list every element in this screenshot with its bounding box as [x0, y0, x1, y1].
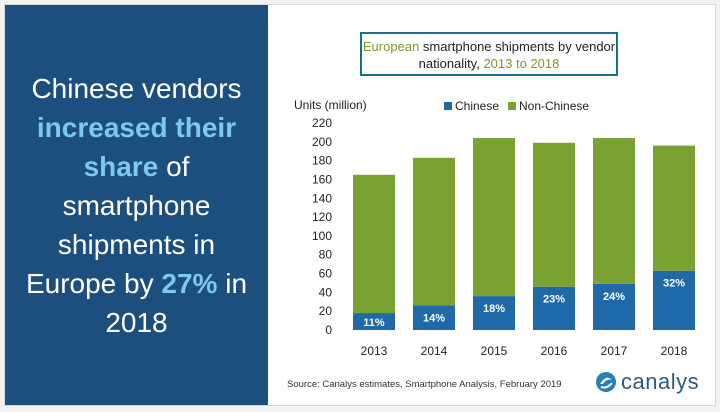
- y-tick-label: 180: [312, 154, 332, 168]
- bar-chinese: [533, 286, 575, 330]
- bar-non-chinese: [593, 138, 635, 284]
- bar-share-label: 32%: [663, 278, 685, 290]
- canalys-logo: canalys: [595, 369, 699, 395]
- bar-non-chinese: [473, 138, 515, 297]
- headline: Chinese vendors increased their share of…: [6, 69, 268, 342]
- bar-share-label: 23%: [543, 294, 565, 306]
- y-tick-label: 60: [319, 267, 333, 281]
- bar-chinese: [473, 296, 515, 330]
- bar-non-chinese: [353, 174, 395, 314]
- x-tick-label: 2017: [601, 344, 628, 358]
- y-axis-label: Units (million): [294, 98, 367, 112]
- y-tick-label: 20: [319, 304, 333, 318]
- canalys-logo-icon: [596, 372, 616, 392]
- source-note: Source: Canalys estimates, Smartphone An…: [287, 379, 562, 390]
- y-tick-label: 80: [319, 248, 333, 262]
- bar-share-label: 18%: [483, 303, 505, 315]
- legend-label: Non-Chinese: [519, 99, 589, 113]
- y-tick-label: 0: [325, 323, 332, 337]
- x-tick-label: 2016: [541, 344, 568, 358]
- x-tick-label: 2018: [661, 344, 688, 358]
- chart-title-part2: smartphone shipments by vendor nationali…: [418, 39, 616, 71]
- y-tick-label: 40: [319, 285, 333, 299]
- chart-title: European smartphone shipments by vendor …: [360, 32, 618, 76]
- headline-highlight1: increased their share: [36, 111, 237, 182]
- y-tick-label: 160: [312, 172, 332, 186]
- bar-chinese: [653, 270, 695, 330]
- chart-title-part1: European: [362, 39, 420, 54]
- bar-non-chinese: [413, 157, 455, 306]
- headline-part2: of smartphone shipments in Europe by: [25, 150, 216, 299]
- bar-share-label: 14%: [423, 313, 445, 325]
- x-tick-label: 2014: [421, 344, 448, 358]
- x-tick-label: 2015: [481, 344, 508, 358]
- headline-highlight2: 27%: [161, 267, 218, 299]
- bar-chinese: [413, 305, 455, 330]
- y-tick-label: 220: [312, 116, 332, 130]
- chart-title-part3: 2013 to 2018: [483, 56, 560, 71]
- bar-share-label: 11%: [363, 317, 385, 329]
- y-tick-label: 120: [312, 210, 332, 224]
- bar-chart: Units (million) 0 20 40 60 80 100 120 140 160 180 2…: [294, 98, 695, 358]
- y-tick-label: 140: [312, 191, 332, 205]
- legend-swatch: [508, 102, 516, 110]
- headline-part1: Chinese vendors: [31, 72, 242, 104]
- bar-non-chinese: [533, 142, 575, 287]
- bar-share-label: 24%: [603, 291, 625, 303]
- x-tick-label: 2013: [361, 344, 388, 358]
- legend-swatch: [444, 102, 452, 110]
- bar-chinese: [353, 313, 395, 330]
- legend-label: Chinese: [455, 99, 499, 113]
- canalys-logo-text: canalys: [621, 369, 700, 394]
- bar-non-chinese: [653, 145, 695, 271]
- headline-panel: Chinese vendors increased their share of…: [5, 5, 268, 405]
- headline-part3: in 2018: [105, 267, 248, 338]
- slide-frame: Chinese vendors increased their share of…: [4, 4, 716, 406]
- y-tick-label: 200: [312, 135, 332, 149]
- bar-chinese: [593, 283, 635, 330]
- y-tick-label: 100: [312, 229, 332, 243]
